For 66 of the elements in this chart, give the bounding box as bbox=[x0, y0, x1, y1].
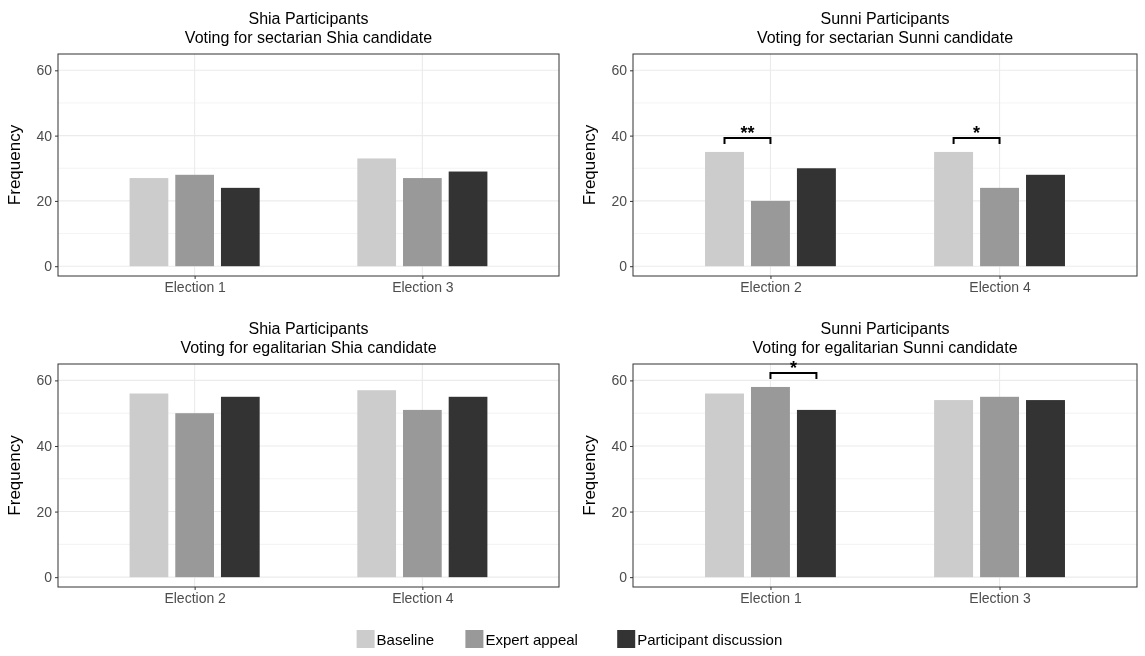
y-tick-label: 60 bbox=[36, 62, 53, 79]
bar bbox=[129, 393, 169, 578]
y-tick-label: 60 bbox=[36, 372, 53, 389]
bar bbox=[175, 174, 214, 267]
bar bbox=[403, 409, 442, 578]
y-tick-label: 0 bbox=[619, 258, 628, 275]
y-tick-label: 60 bbox=[611, 62, 628, 79]
x-tick-label: Election 4 bbox=[392, 589, 454, 606]
bar bbox=[1026, 174, 1065, 267]
annotation: * bbox=[973, 122, 981, 143]
x-tick-label: Election 1 bbox=[164, 278, 227, 295]
chart-title: Sunni Participants bbox=[820, 10, 950, 27]
x-tick-label: Election 3 bbox=[969, 589, 1031, 606]
bar bbox=[705, 151, 744, 267]
bar bbox=[750, 200, 790, 267]
y-tick-label: 20 bbox=[36, 192, 53, 209]
annotation: * bbox=[789, 357, 797, 378]
bar bbox=[175, 413, 214, 578]
y-tick-label: 20 bbox=[611, 503, 628, 520]
y-tick-label: 40 bbox=[611, 437, 628, 454]
bar bbox=[220, 187, 260, 267]
bar bbox=[796, 168, 836, 267]
legend-label: Baseline bbox=[376, 631, 435, 648]
bar bbox=[448, 396, 488, 578]
bar bbox=[403, 178, 442, 267]
bar bbox=[220, 396, 260, 578]
x-tick-label: Election 3 bbox=[392, 278, 454, 295]
y-tick-label: 0 bbox=[44, 258, 53, 275]
bar bbox=[357, 158, 397, 267]
y-tick-label: 20 bbox=[36, 503, 53, 520]
y-axis-title: Frequency bbox=[580, 124, 599, 206]
x-tick-label: Election 4 bbox=[969, 278, 1031, 295]
y-tick-label: 40 bbox=[36, 437, 53, 454]
chart-title: Shia Participants bbox=[248, 10, 369, 27]
y-tick-label: 60 bbox=[611, 372, 628, 389]
bar bbox=[357, 390, 397, 578]
bar bbox=[980, 396, 1020, 578]
bar bbox=[980, 187, 1020, 267]
y-tick-label: 40 bbox=[611, 127, 628, 144]
annotation: ** bbox=[740, 122, 755, 143]
bar bbox=[796, 409, 836, 578]
chart-title: Shia Participants bbox=[248, 320, 369, 337]
y-tick-label: 20 bbox=[611, 192, 628, 209]
chart-subtitle: Voting for egalitarian Sunni candidate bbox=[752, 339, 1018, 356]
bar bbox=[1026, 400, 1065, 578]
x-tick-label: Election 2 bbox=[164, 589, 227, 606]
bar bbox=[705, 393, 744, 578]
bar bbox=[750, 386, 790, 578]
y-axis-title: Frequency bbox=[580, 434, 599, 516]
y-axis-title: Frequency bbox=[5, 434, 24, 516]
chart-subtitle: Voting for sectarian Shia candidate bbox=[184, 29, 433, 46]
y-axis-title: Frequency bbox=[5, 124, 24, 206]
y-tick-label: 0 bbox=[44, 569, 53, 586]
chart-subtitle: Voting for egalitarian Shia candidate bbox=[180, 339, 437, 356]
x-tick-label: Election 1 bbox=[740, 589, 802, 606]
chart-title: Sunni Participants bbox=[820, 320, 950, 337]
y-tick-label: 40 bbox=[36, 127, 53, 144]
bar bbox=[448, 171, 488, 267]
bar bbox=[934, 151, 974, 267]
bar bbox=[934, 400, 974, 578]
chart-subtitle: Voting for sectarian Sunni candidate bbox=[756, 29, 1014, 46]
legend-label: Expert appeal bbox=[485, 631, 578, 648]
y-tick-label: 0 bbox=[619, 569, 628, 586]
x-tick-label: Election 2 bbox=[740, 278, 802, 295]
legend-label: Participant discussion bbox=[637, 631, 783, 648]
bar bbox=[129, 178, 169, 267]
